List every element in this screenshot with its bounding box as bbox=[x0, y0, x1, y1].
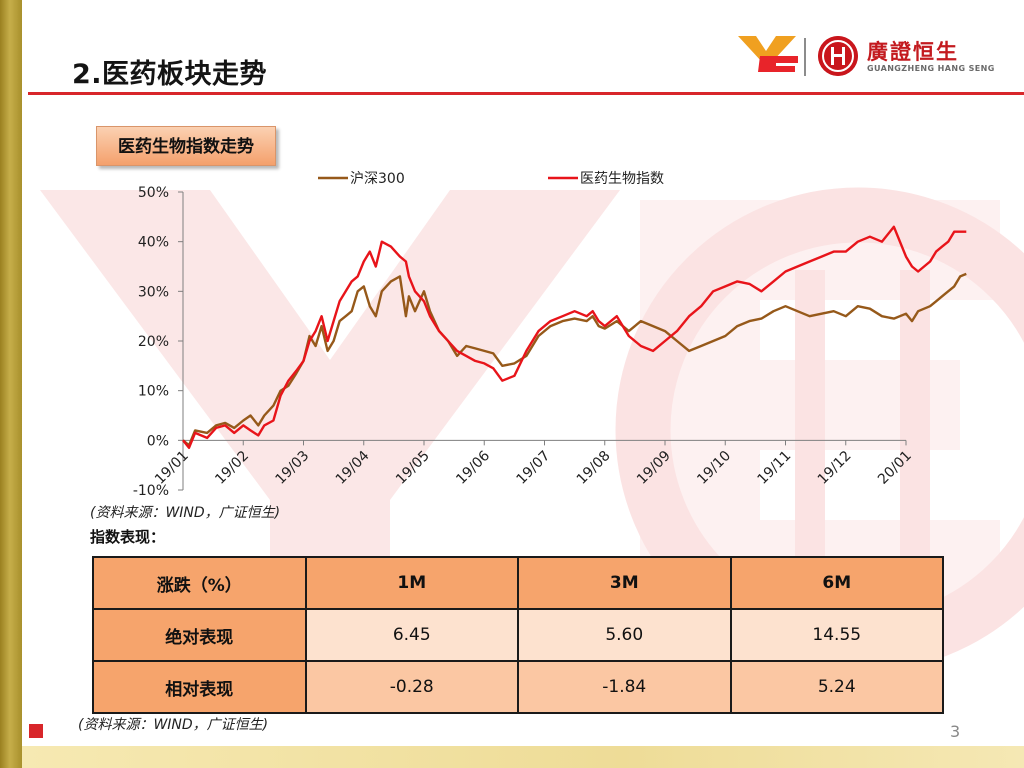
x-tick-label: 19/02 bbox=[212, 448, 252, 488]
title-rule bbox=[28, 92, 1024, 95]
table-cell: -1.84 bbox=[517, 660, 732, 714]
table-header-cell: 1M bbox=[304, 556, 519, 610]
y-tick-label: 30% bbox=[138, 284, 169, 300]
table-cell: 5.60 bbox=[517, 608, 732, 662]
y-tick-label: 10% bbox=[138, 384, 169, 400]
y-tick-label: 0% bbox=[147, 433, 169, 449]
chart-source-note: (资料来源：WIND，广证恒生) bbox=[90, 505, 281, 521]
x-tick-label: 19/12 bbox=[815, 448, 855, 488]
logo-name-cn: 廣證恒生 bbox=[867, 40, 959, 64]
x-tick-label: 19/10 bbox=[694, 448, 734, 488]
performance-title: 指数表现： bbox=[90, 528, 166, 546]
chart-section-label: 医药生物指数走势 bbox=[96, 126, 276, 166]
page-number: 3 bbox=[950, 722, 961, 741]
table-header-cell: 3M bbox=[517, 556, 732, 610]
table-source-note: (资料来源：WIND，广证恒生) bbox=[78, 717, 269, 733]
logo-name-en: GUANGZHENG HANG SENG bbox=[867, 64, 995, 73]
y-tick-label: -10% bbox=[133, 483, 169, 499]
legend-label: 医药生物指数 bbox=[580, 171, 664, 187]
x-tick-label: 19/01 bbox=[152, 448, 192, 488]
y-tick-label: 40% bbox=[138, 235, 169, 251]
table-cell: -0.28 bbox=[304, 660, 519, 714]
left-decor-bar bbox=[0, 0, 22, 768]
table-cell: 14.55 bbox=[729, 608, 944, 662]
table-row: 绝对表现 6.45 5.60 14.55 bbox=[92, 608, 944, 662]
x-tick-label: 19/11 bbox=[754, 448, 794, 488]
line-chart: -10% 0% 10% 20% 30% 40% 50% 19/01 19/02 19/03 19/0… bbox=[133, 171, 967, 499]
y-tick-label: 20% bbox=[138, 334, 169, 350]
table-header-cell: 6M bbox=[729, 556, 944, 610]
x-tick-label: 19/09 bbox=[634, 448, 674, 488]
series-line-pharma-index bbox=[182, 225, 967, 449]
series-line-hs300 bbox=[182, 272, 967, 447]
table-cell: 5.24 bbox=[729, 660, 944, 714]
bottom-decor-band bbox=[22, 746, 1024, 768]
logo-divider bbox=[804, 38, 806, 76]
bottom-red-square bbox=[29, 724, 43, 738]
table-header-cell: 涨跌（%） bbox=[92, 556, 307, 610]
x-tick-label: 19/04 bbox=[333, 448, 373, 488]
page-title: 2.医药板块走势 bbox=[72, 59, 268, 90]
table-row-label: 绝对表现 bbox=[92, 608, 307, 662]
hang-seng-seal-icon bbox=[818, 36, 858, 76]
x-tick-label: 19/08 bbox=[574, 448, 614, 488]
legend-label: 沪深300 bbox=[350, 171, 405, 187]
x-tick-label: 19/07 bbox=[513, 448, 553, 488]
table-cell: 6.45 bbox=[304, 608, 519, 662]
performance-table: 涨跌（%） 1M 3M 6M 绝对表现 6.45 5.60 14.55 相对表现… bbox=[92, 556, 944, 714]
table-header-row: 涨跌（%） 1M 3M 6M bbox=[92, 556, 944, 610]
x-tick-label: 20/01 bbox=[875, 448, 915, 488]
y-tick-label: 50% bbox=[138, 185, 169, 201]
x-tick-label: 19/06 bbox=[453, 448, 493, 488]
table-row-label: 相对表现 bbox=[92, 660, 307, 714]
x-tick-label: 19/03 bbox=[272, 448, 312, 488]
x-tick-label: 19/05 bbox=[393, 448, 433, 488]
guangzheng-logo-icon bbox=[738, 36, 798, 72]
table-row: 相对表现 -0.28 -1.84 5.24 bbox=[92, 660, 944, 714]
